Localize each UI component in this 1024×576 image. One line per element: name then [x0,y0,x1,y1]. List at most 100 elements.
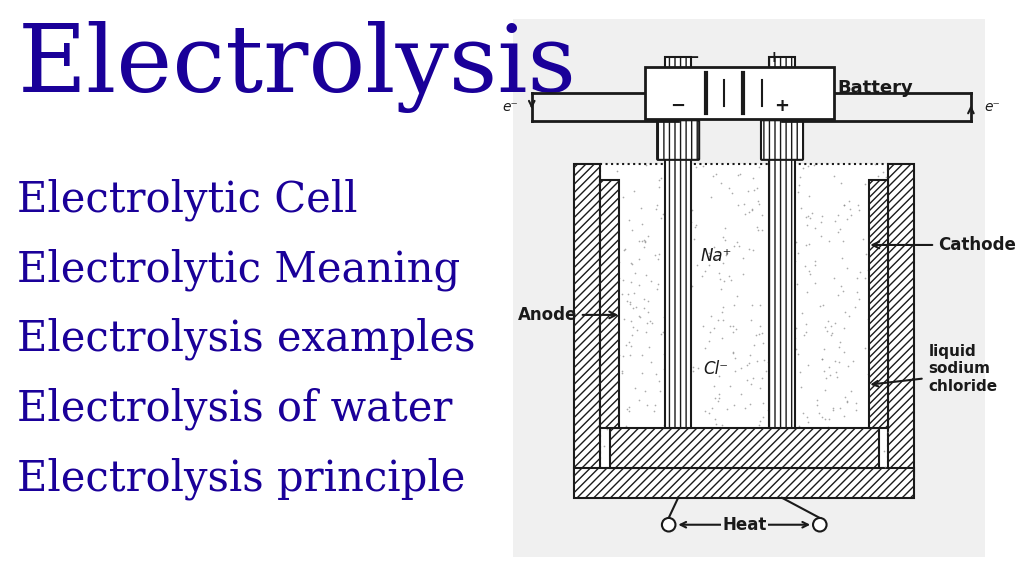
Point [803,459,819,468]
Text: Electrolytic Meaning: Electrolytic Meaning [17,248,461,291]
Point [622,461,638,471]
Point [766,427,782,437]
Point [855,234,871,243]
Point [792,367,808,377]
Point [830,342,847,351]
Point [775,167,792,176]
Point [839,397,855,407]
Point [723,276,739,285]
Point [649,254,666,263]
Point [636,304,652,313]
Point [688,221,705,230]
Point [685,362,701,372]
Point [760,406,776,415]
Point [751,453,767,462]
Point [655,365,672,374]
Point [604,175,621,184]
Point [688,260,705,269]
Point [678,401,694,411]
Point [848,399,864,408]
Point [793,172,809,181]
Point [631,281,647,290]
Point [750,449,766,458]
Text: liquid
sodium
chloride: liquid sodium chloride [929,344,997,393]
Point [878,173,894,182]
Point [786,334,803,343]
Point [674,418,690,427]
Point [751,329,767,339]
Point [663,222,679,231]
Point [694,161,711,170]
Point [756,398,772,407]
Point [818,444,835,453]
Point [773,262,790,271]
Point [653,173,670,182]
Point [830,228,847,237]
Point [645,453,662,462]
Point [731,242,748,251]
Point [862,428,879,437]
Point [668,239,684,248]
Point [708,419,724,429]
Point [824,463,841,472]
Point [750,225,766,234]
Point [879,386,895,396]
Point [769,369,785,378]
Point [606,249,623,258]
Point [866,160,883,169]
Point [792,180,808,190]
Point [821,363,838,372]
Text: Heat: Heat [722,516,766,534]
Point [830,451,847,460]
Point [752,300,768,309]
Point [607,415,624,424]
Point [843,210,859,219]
Point [741,400,758,409]
Point [874,254,891,263]
Point [729,434,745,444]
Point [776,332,793,342]
Point [684,281,700,290]
Point [707,436,723,445]
Point [725,327,741,336]
Text: Electrolytic Cell: Electrolytic Cell [17,179,358,221]
Point [794,309,810,318]
Point [606,204,623,213]
Point [856,179,872,188]
Point [782,289,799,298]
Point [851,205,867,214]
Point [683,205,699,214]
Point [828,423,845,432]
Point [805,429,821,438]
Point [634,236,650,245]
Point [601,255,617,264]
Point [678,344,694,353]
Point [596,291,612,300]
Point [603,196,620,206]
Point [861,198,878,207]
Point [868,224,885,233]
Point [732,169,749,179]
Point [617,422,634,431]
Point [733,389,750,399]
Point [676,329,692,339]
Point [787,237,804,247]
Point [640,342,656,351]
Point [794,457,810,466]
Point [820,316,837,325]
Text: Cl⁻: Cl⁻ [703,359,728,378]
Point [873,302,890,312]
Point [814,426,830,435]
Point [604,285,621,294]
Point [643,358,659,367]
Point [658,190,675,199]
Point [596,442,612,451]
Point [656,423,673,432]
Point [722,382,738,391]
Point [659,425,676,434]
Point [795,454,811,463]
Point [749,331,765,340]
Point [620,429,636,438]
Point [660,240,677,249]
Point [824,403,841,412]
